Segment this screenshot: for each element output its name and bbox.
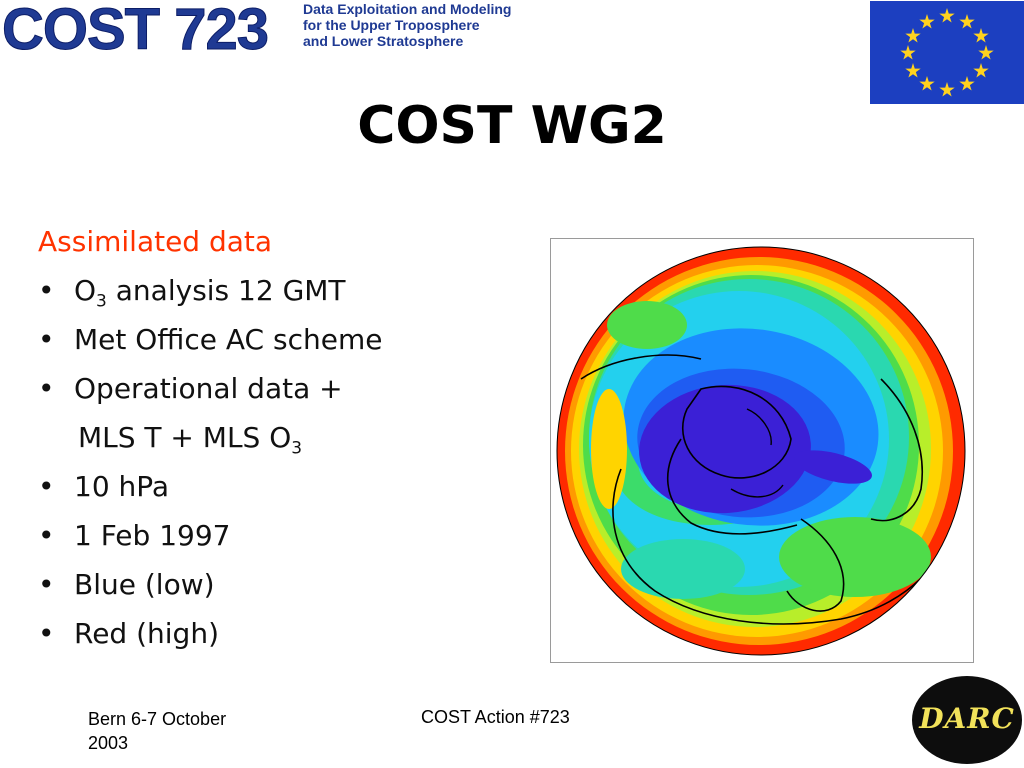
- list-item: • O3 analysis 12 GMT: [38, 271, 518, 320]
- bullet-icon: •: [38, 470, 55, 503]
- eu-flag-icon: [870, 1, 1024, 104]
- cost723-tagline: Data Exploitation and Modeling for the U…: [303, 1, 511, 49]
- bullet-list: Assimilated data • O3 analysis 12 GMT • Me…: [38, 222, 518, 663]
- list-item: • 10 hPa: [38, 467, 518, 516]
- list-heading: Assimilated data: [38, 225, 273, 258]
- bullet-icon: •: [38, 274, 55, 307]
- cost723-logo-text: COST 723: [2, 0, 270, 63]
- tagline-line-3: and Lower Stratosphere: [303, 33, 464, 49]
- list-item: • Met Office AC scheme: [38, 320, 518, 369]
- tagline-line-2: for the Upper Troposphere: [303, 17, 480, 33]
- footer-date-line-2: 2003: [88, 733, 129, 753]
- footer-action: COST Action #723: [421, 707, 570, 727]
- list-item: • 1 Feb 1997: [38, 516, 518, 565]
- darc-logo-text: DARC: [919, 702, 1015, 735]
- list-item-continuation: MLS T + MLS O3: [78, 421, 303, 459]
- slide-title: COST WG2: [357, 96, 667, 156]
- list-item: • Operational data +: [38, 369, 518, 418]
- bullet-icon: •: [38, 617, 55, 650]
- list-item: • Blue (low): [38, 565, 518, 614]
- tagline-line-1: Data Exploitation and Modeling: [303, 1, 512, 17]
- polar-ozone-map-icon: [556, 246, 966, 656]
- bullet-icon: •: [38, 323, 55, 356]
- cost723-logo: COST 723 Data Exploitation and Modeling …: [0, 0, 540, 63]
- bullet-icon: •: [38, 372, 55, 405]
- footer-date-location: Bern 6-7 October 2003: [88, 707, 226, 755]
- darc-logo: DARC: [912, 676, 1022, 764]
- list-item: • Red (high): [38, 614, 518, 663]
- footer-date-line-1: Bern 6-7 October: [88, 709, 227, 729]
- bullet-icon: •: [38, 568, 55, 601]
- ozone-map-figure: [550, 238, 974, 663]
- bullet-icon: •: [38, 519, 55, 552]
